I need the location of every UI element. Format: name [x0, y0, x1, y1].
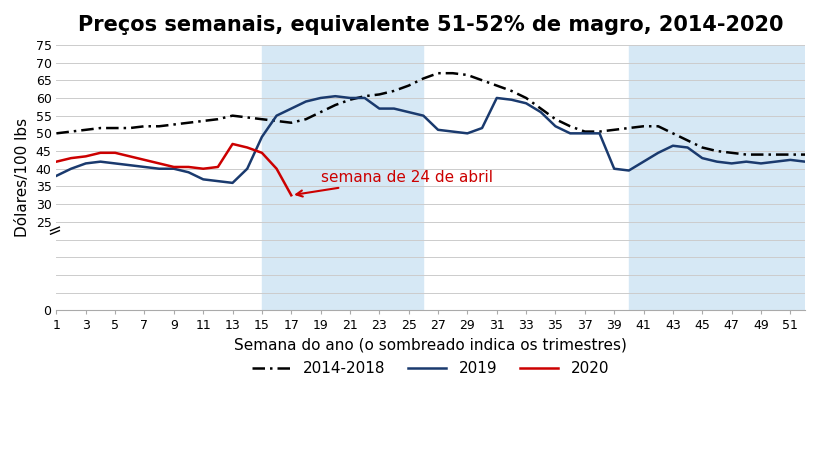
2019: [52, 173, 61, 178]
2014-2018: [462, 72, 472, 78]
2019: [330, 94, 340, 99]
2020: [228, 141, 238, 147]
2020: [198, 166, 208, 171]
Line: 2014-2018: 2014-2018: [57, 73, 804, 154]
Line: 2019: 2019: [57, 96, 804, 183]
2020: [271, 166, 281, 171]
2020: [183, 164, 193, 170]
2020: [169, 164, 179, 170]
Legend: 2014-2018, 2019, 2020: 2014-2018, 2019, 2020: [246, 355, 614, 382]
Bar: [261, 45, 423, 310]
2014-2018: [521, 95, 531, 101]
2019: [564, 130, 574, 136]
2014-2018: [432, 71, 442, 76]
2020: [242, 145, 252, 150]
2020: [124, 154, 134, 159]
2020: [110, 150, 120, 155]
2014-2018: [799, 152, 809, 157]
2019: [110, 161, 120, 166]
2019: [432, 127, 442, 133]
2014-2018: [110, 125, 120, 131]
2020: [256, 150, 266, 155]
2019: [477, 125, 486, 131]
Line: 2020: 2020: [57, 144, 291, 195]
Bar: [628, 45, 804, 310]
2020: [66, 155, 76, 161]
2014-2018: [740, 152, 750, 157]
2019: [799, 159, 809, 165]
2014-2018: [315, 109, 325, 115]
2019: [536, 109, 545, 115]
2019: [228, 180, 238, 186]
Text: semana de 24 de abril: semana de 24 de abril: [296, 170, 492, 196]
2014-2018: [403, 83, 413, 89]
2020: [96, 150, 106, 155]
2020: [154, 161, 164, 166]
2020: [286, 193, 296, 198]
2019: [345, 95, 355, 101]
2020: [52, 159, 61, 165]
X-axis label: Semana do ano (o sombreado indica os trimestres): Semana do ano (o sombreado indica os tri…: [234, 338, 627, 353]
2020: [139, 157, 149, 163]
2014-2018: [550, 117, 559, 122]
2014-2018: [52, 130, 61, 136]
Title: Preços semanais, equivalente 51-52% de magro, 2014-2020: Preços semanais, equivalente 51-52% de m…: [78, 15, 782, 35]
2020: [81, 154, 91, 159]
Y-axis label: Dólares/100 lbs: Dólares/100 lbs: [15, 118, 30, 237]
2020: [213, 164, 223, 170]
